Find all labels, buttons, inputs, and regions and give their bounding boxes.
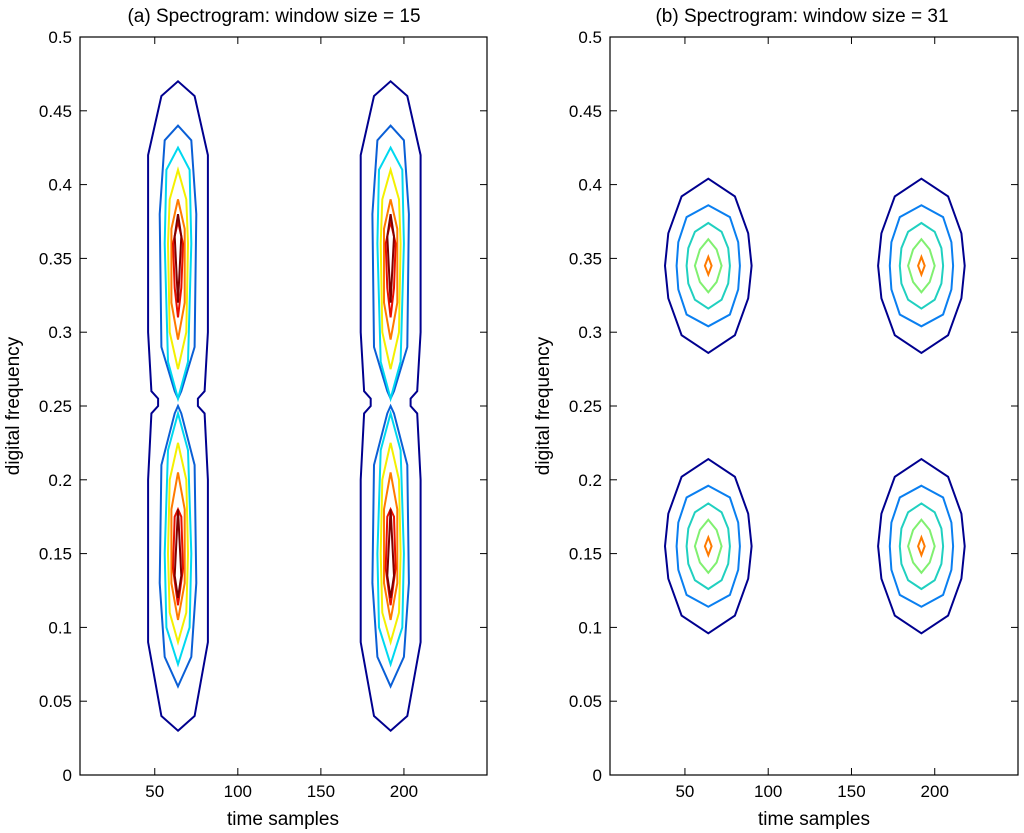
- panel-b-contour-level-1: [877, 457, 966, 635]
- panel-a-contour-level-5: [383, 472, 399, 621]
- panel-a-y-tick-label: 0.5: [48, 28, 72, 47]
- panel-b: (b) Spectrogram: window size = 31 50 100 1…: [533, 6, 1019, 830]
- panel-a-contour-level-5: [170, 472, 186, 621]
- panel-a-contour-level-4: [379, 442, 402, 646]
- panel-b-contour-level-3: [685, 502, 731, 591]
- panel-b-contours: [663, 177, 966, 635]
- panel-a-contour-level-2: [158, 403, 198, 689]
- panel-a-ticks: 50 100 150 200 0 0.05 0.1 0.15 0.2 0.25 0.3 0.35 0.4…: [39, 28, 487, 801]
- panel-b-contour-level-2: [675, 484, 741, 608]
- panel-b-contour-level-2: [888, 484, 955, 608]
- panel-b-ticks: 50 100 150 200 0 0.05 0.1 0.15 0.2 0.25 0.3 0.35 0.4…: [569, 28, 1018, 801]
- panel-a-axes-frame: [79, 36, 488, 776]
- panel-b-y-tick-label: 0.2: [578, 471, 602, 490]
- panel-b-y-tick-label: 0.1: [578, 618, 602, 637]
- panel-b-y-tick-label: 0.15: [569, 545, 602, 564]
- panel-a-contour-level-1: [359, 79, 422, 733]
- panel-b-x-tick-label: 100: [754, 782, 782, 801]
- panel-a-title: (a) Spectrogram: window size = 15: [127, 6, 420, 27]
- panel-a-contour-level-4: [379, 166, 402, 370]
- panel-a-y-axis-label: digital frequency: [3, 336, 24, 475]
- panel-b-y-tick-label: 0.25: [569, 397, 602, 416]
- panel-a-contour-level-3: [376, 409, 405, 668]
- panel-b-y-axis-label: digital frequency: [533, 336, 554, 475]
- panel-a-y-tick-label: 0.45: [39, 102, 72, 121]
- panel-a-contour-level-2: [158, 124, 198, 402]
- panel-a-contour-level-2: [371, 124, 410, 402]
- panel-a-contour-level-3: [163, 409, 193, 668]
- panel-a-y-tick-label: 0.15: [39, 545, 72, 564]
- panel-a-contour-level-7: [386, 509, 396, 599]
- panel-b-title: (b) Spectrogram: window size = 31: [655, 6, 948, 27]
- panel-a-contours: [147, 79, 422, 733]
- panel-a-contour-level-7: [386, 213, 396, 303]
- panel-a-x-tick-label: 150: [307, 782, 335, 801]
- panel-a-contour-level-5: [383, 199, 399, 340]
- panel-a-y-tick-label: 0.25: [39, 397, 72, 416]
- panel-b-contour-level-1: [877, 177, 966, 355]
- panel-a-contour-level-1: [147, 79, 209, 733]
- panel-a-y-tick-label: 0.3: [48, 323, 72, 342]
- panel-a-contour-level-5: [170, 199, 186, 340]
- panel-a-y-tick-label: 0.4: [48, 176, 72, 195]
- panel-a-x-tick-label: 100: [224, 782, 252, 801]
- panel-b-y-tick-label: 0.45: [569, 102, 602, 121]
- panel-a-contour-level-6: [171, 221, 185, 318]
- panel-a: (a) Spectrogram: window size = 15 50 100 1…: [3, 6, 488, 830]
- panel-b-contour-level-4: [907, 237, 936, 294]
- panel-a-x-axis-label: time samples: [227, 809, 339, 830]
- panel-a-y-tick-label: 0.1: [48, 618, 72, 637]
- panel-b-contour-level-3: [898, 221, 945, 310]
- panel-a-contour-level-6: [384, 221, 397, 318]
- panel-a-y-tick-label: 0.2: [48, 471, 72, 490]
- panel-a-x-tick-label: 200: [390, 782, 418, 801]
- panel-a-contour-level-2: [371, 403, 410, 689]
- panel-b-contour-level-5: [917, 254, 926, 278]
- panel-a-contour-level-4: [166, 166, 190, 370]
- panel-a-contour-level-7: [173, 509, 183, 599]
- panel-b-y-tick-label: 0.5: [578, 28, 602, 47]
- panel-b-contour-level-5: [703, 254, 713, 278]
- panel-b-contour-level-4: [693, 518, 723, 575]
- panel-b-y-tick-label: 0: [593, 766, 602, 785]
- panel-b-contour-level-5: [917, 534, 926, 558]
- panel-b-x-tick-label: 200: [921, 782, 949, 801]
- panel-b-contour-level-2: [675, 204, 741, 328]
- panel-b-contour-level-4: [907, 518, 936, 575]
- panel-b-x-tick-label: 150: [837, 782, 865, 801]
- panel-b-y-tick-label: 0.35: [569, 249, 602, 268]
- panel-a-y-tick-label: 0.35: [39, 249, 72, 268]
- panel-a-contour-level-4: [166, 442, 190, 646]
- panel-b-y-tick-label: 0.4: [578, 176, 602, 195]
- panel-a-contour-level-7: [173, 213, 183, 303]
- panel-a-contour-level-3: [163, 145, 193, 403]
- panel-b-contour-level-2: [888, 204, 955, 328]
- panel-b-contour-level-4: [693, 237, 723, 294]
- panel-b-contour-level-3: [898, 502, 945, 591]
- panel-a-contour-level-3: [376, 145, 405, 403]
- panel-b-y-tick-label: 0.05: [569, 692, 602, 711]
- panel-b-contour-level-5: [703, 534, 713, 558]
- panel-b-contour-level-1: [663, 177, 753, 355]
- panel-b-contour-level-3: [685, 221, 731, 310]
- panel-a-x-tick-label: 50: [145, 782, 164, 801]
- panel-b-y-tick-label: 0.3: [578, 323, 602, 342]
- panel-b-x-axis-label: time samples: [758, 809, 870, 830]
- panel-a-y-tick-label: 0: [63, 766, 72, 785]
- panel-a-y-tick-label: 0.05: [39, 692, 72, 711]
- panel-b-contour-level-1: [663, 457, 753, 635]
- panel-b-x-tick-label: 50: [675, 782, 694, 801]
- panel-b-axes-frame: [609, 36, 1019, 776]
